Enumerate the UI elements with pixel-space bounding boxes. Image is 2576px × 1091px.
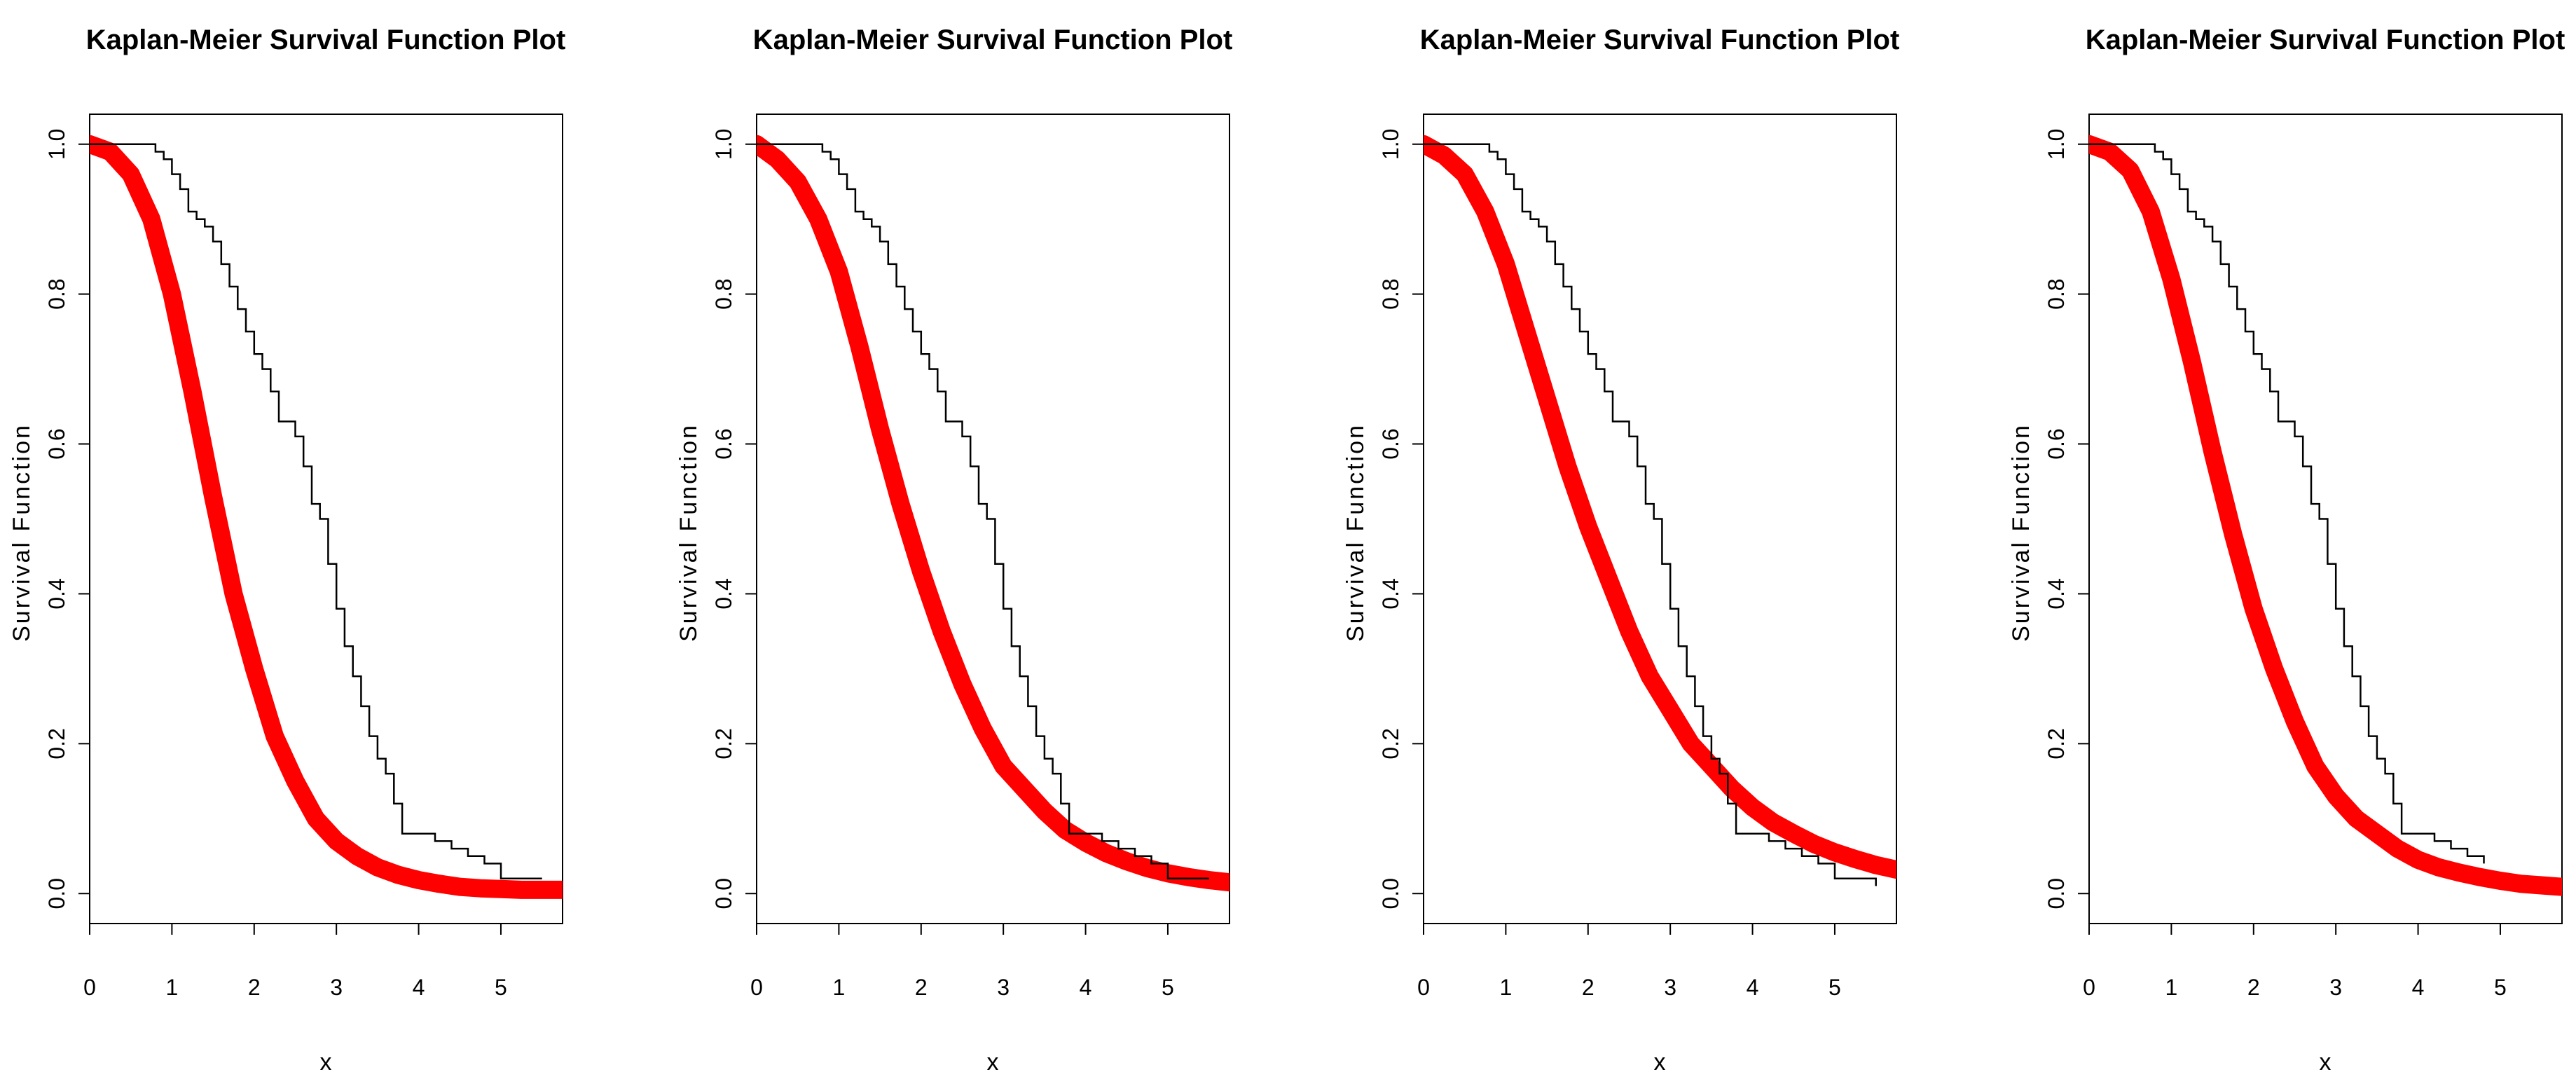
x-axis-label: x	[2320, 1049, 2332, 1076]
x-tick-label: 5	[2494, 975, 2507, 1000]
x-tick-label: 0	[83, 975, 96, 1000]
plot-frame	[89, 114, 563, 924]
y-tick-label: 0.0	[2044, 878, 2069, 909]
kaplan-meier-step-line	[90, 143, 542, 880]
y-tick-label: 0.2	[44, 728, 69, 759]
x-tick-label: 2	[248, 975, 261, 1000]
kaplan-meier-step-line	[2089, 143, 2485, 864]
y-tick-label: 1.0	[1378, 129, 1403, 160]
panel-title: Kaplan-Meier Survival Function Plot	[1420, 25, 1900, 55]
y-tick-label: 0.2	[1378, 728, 1403, 759]
y-tick-label: 0.6	[2044, 428, 2069, 459]
x-tick-label: 3	[997, 975, 1010, 1000]
y-tick-label: 0.0	[711, 878, 736, 909]
y-tick-label: 1.0	[711, 129, 736, 160]
y-tick-label: 0.6	[711, 428, 736, 459]
x-tick-label: 2	[2247, 975, 2260, 1000]
y-axis-label: Survival Function	[1342, 423, 1369, 642]
plot-frame	[1423, 114, 1897, 924]
y-tick-label: 0.8	[711, 278, 736, 309]
x-tick-label: 3	[1664, 975, 1676, 1000]
x-tick-label: 1	[2165, 975, 2177, 1000]
y-axis-label: Survival Function	[2008, 423, 2034, 642]
x-tick-label: 0	[1417, 975, 1430, 1000]
y-tick-label: 0.4	[44, 578, 69, 609]
km-panel-1: Kaplan-Meier Survival Function Plot Surv…	[8, 25, 565, 1076]
y-tick-label: 1.0	[2044, 129, 2069, 160]
x-tick-label: 2	[915, 975, 928, 1000]
x-tick-label: 2	[1582, 975, 1594, 1000]
km-panel-4: Kaplan-Meier Survival Function Plot Surv…	[2008, 25, 2565, 1076]
x-tick-label: 1	[1499, 975, 1512, 1000]
x-axis-label: x	[1654, 1049, 1666, 1076]
x-tick-label: 5	[1162, 975, 1174, 1000]
panel-title: Kaplan-Meier Survival Function Plot	[753, 25, 1233, 55]
panel-title: Kaplan-Meier Survival Function Plot	[86, 25, 566, 55]
y-tick-label: 0.4	[711, 578, 736, 609]
plot-frame	[756, 114, 1230, 924]
y-tick-label: 0.8	[44, 278, 69, 309]
y-tick-label: 0.6	[1378, 428, 1403, 459]
x-tick-label: 4	[2412, 975, 2425, 1000]
x-tick-label: 0	[750, 975, 763, 1000]
x-tick-label: 5	[1828, 975, 1841, 1000]
y-tick-label: 1.0	[44, 129, 69, 160]
km-panel-2: Kaplan-Meier Survival Function Plot Surv…	[675, 25, 1232, 1076]
y-tick-label: 0.8	[1378, 278, 1403, 309]
y-tick-label: 0.0	[1378, 878, 1403, 909]
plot-frame	[2088, 114, 2563, 924]
x-axis-label: x	[987, 1049, 999, 1076]
x-tick-label: 5	[495, 975, 507, 1000]
x-tick-label: 1	[165, 975, 178, 1000]
x-tick-label: 3	[2329, 975, 2342, 1000]
x-tick-label: 4	[1080, 975, 1092, 1000]
y-axis-label: Survival Function	[675, 423, 702, 642]
fitted-survival-curve	[2089, 135, 2562, 896]
panel-title: Kaplan-Meier Survival Function Plot	[2086, 25, 2565, 55]
fitted-survival-curve	[1424, 135, 1896, 879]
km-panel-3: Kaplan-Meier Survival Function Plot Surv…	[1342, 25, 1899, 1076]
kaplan-meier-step-line	[757, 143, 1209, 880]
y-axis-label: Survival Function	[8, 423, 35, 642]
x-tick-label: 4	[413, 975, 425, 1000]
x-tick-label: 4	[1747, 975, 1759, 1000]
y-tick-label: 0.4	[2044, 578, 2069, 609]
x-tick-label: 0	[2083, 975, 2095, 1000]
y-tick-label: 0.2	[2044, 728, 2069, 759]
y-tick-label: 0.6	[44, 428, 69, 459]
fitted-survival-curve	[757, 135, 1230, 892]
kaplan-meier-step-line	[1424, 143, 1877, 886]
fitted-survival-curve	[90, 135, 563, 899]
x-tick-label: 1	[832, 975, 845, 1000]
y-tick-label: 0.8	[2044, 278, 2069, 309]
y-tick-label: 0.0	[44, 878, 69, 909]
x-tick-label: 3	[330, 975, 343, 1000]
x-axis-label: x	[320, 1049, 332, 1076]
y-tick-label: 0.2	[711, 728, 736, 759]
y-tick-label: 0.4	[1378, 578, 1403, 609]
